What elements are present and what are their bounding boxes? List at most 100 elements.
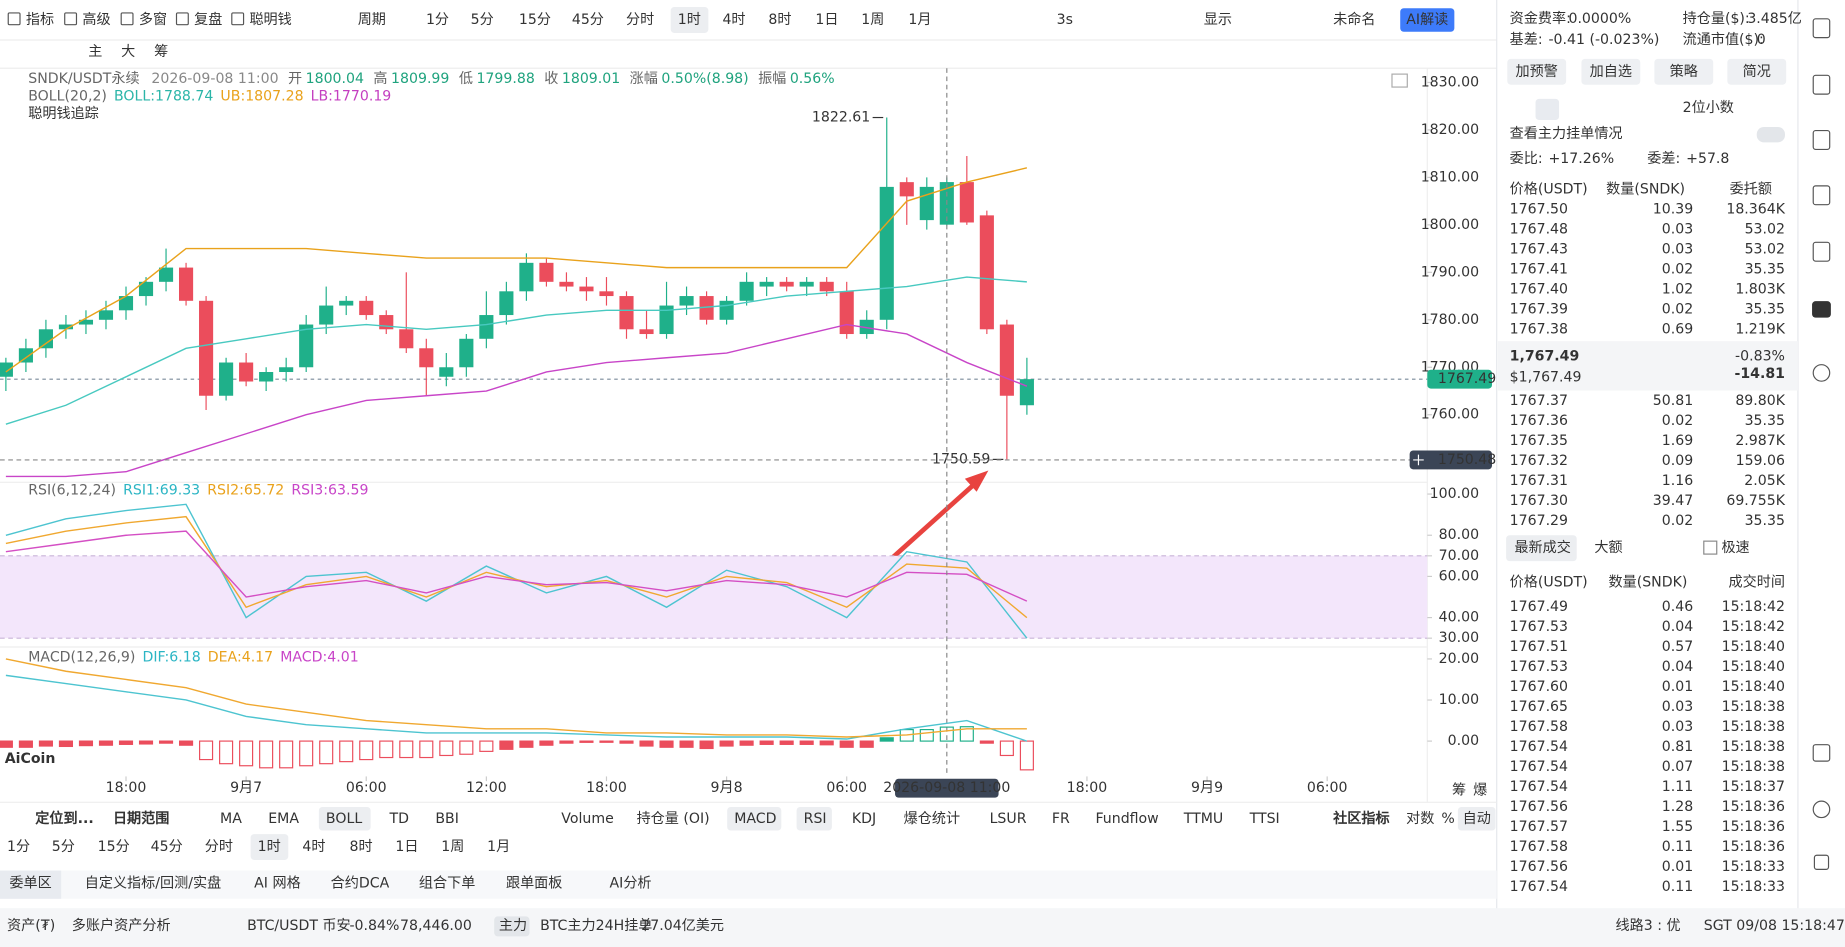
workspace-select[interactable]: 未命名 xyxy=(1333,11,1375,28)
locate-button[interactable]: 定位到... xyxy=(35,810,93,827)
main-indicator[interactable]: BOLL xyxy=(326,811,362,827)
toolbar-icon xyxy=(64,12,78,26)
tabs-bg xyxy=(0,870,1497,899)
icon[interactable] xyxy=(1812,800,1831,819)
interval-button[interactable]: 分时 xyxy=(626,12,654,28)
main-indicator[interactable]: BBI xyxy=(435,811,459,827)
fast-toggle[interactable]: 极速 xyxy=(1721,540,1749,556)
interval-button[interactable]: 4时 xyxy=(722,12,745,28)
sub-indicator[interactable]: LSUR xyxy=(990,811,1027,827)
checkbox[interactable] xyxy=(1703,540,1718,555)
amount: 18.364K xyxy=(1726,201,1785,217)
trade-tab[interactable]: 最新成交 xyxy=(1514,539,1570,556)
bottom-tab[interactable]: 自定义指标/回测/实盘 xyxy=(85,874,222,891)
icon[interactable] xyxy=(1812,744,1831,762)
toolbar-item[interactable]: 高级 xyxy=(82,11,110,28)
sub-indicator[interactable]: 爆仓统计 xyxy=(904,811,960,827)
axis-option[interactable]: 对数 xyxy=(1406,811,1434,827)
bottom-tab[interactable]: 跟单面板 xyxy=(506,875,562,891)
sub-indicator[interactable]: RSI xyxy=(804,811,827,827)
toggle[interactable] xyxy=(1756,127,1785,143)
sub-indicator[interactable]: 持仓量 (OI) xyxy=(637,811,710,827)
multi-account[interactable]: 多账户资产分析 xyxy=(72,917,171,934)
main-indicator[interactable]: EMA xyxy=(268,811,299,827)
main-indicator[interactable]: MA xyxy=(220,811,242,827)
amount: 2.05K xyxy=(1744,473,1785,489)
display-button[interactable]: 显示 xyxy=(1204,12,1232,28)
sub-indicator[interactable]: TTSI xyxy=(1249,811,1280,827)
ai-button[interactable]: AI解读 xyxy=(1406,11,1448,28)
icon[interactable] xyxy=(1812,364,1831,382)
panel-button[interactable]: 加预警 xyxy=(1516,64,1558,80)
sub-indicator[interactable]: MACD xyxy=(734,811,776,827)
icon[interactable] xyxy=(1812,18,1831,39)
interval-button[interactable]: 1时 xyxy=(258,839,281,855)
toolbar-item[interactable]: 复盘 xyxy=(194,11,222,28)
refresh-select[interactable]: 3s xyxy=(1057,12,1073,28)
sub-indicator[interactable]: TTMU xyxy=(1183,811,1224,827)
candle-body xyxy=(979,215,994,330)
macd-bar xyxy=(18,740,33,748)
interval-button[interactable]: 1分 xyxy=(426,12,449,28)
interval-button[interactable]: 15分 xyxy=(98,839,130,855)
sub-indicator[interactable]: Fundflow xyxy=(1095,811,1158,827)
amount: 159.06 xyxy=(1736,453,1785,469)
drawing-tool[interactable]: 大 xyxy=(121,44,135,60)
interval-button[interactable]: 5分 xyxy=(471,12,494,28)
sub-indicator[interactable]: KDJ xyxy=(852,811,876,827)
toolbar-item[interactable]: 聪明钱 xyxy=(249,12,291,28)
trade-time: 15:18:36 xyxy=(1722,839,1785,855)
icon[interactable] xyxy=(1813,854,1830,870)
interval-button[interactable]: 1周 xyxy=(861,12,884,28)
precision-select[interactable]: 2位小数 xyxy=(1683,100,1734,116)
interval-button[interactable]: 15分 xyxy=(519,12,551,28)
x-tick-label: 06:00 xyxy=(1307,780,1348,796)
axis-option[interactable]: 自动 xyxy=(1463,811,1491,827)
bottom-tab[interactable]: 组合下单 xyxy=(419,875,475,891)
toolbar-item[interactable]: 指标 xyxy=(26,12,54,28)
macd-line xyxy=(5,658,1027,738)
icon[interactable] xyxy=(1812,129,1831,150)
community-indicators[interactable]: 社区指标 xyxy=(1332,810,1389,827)
icon[interactable] xyxy=(1812,301,1831,318)
bottom-tab[interactable]: AI 网格 xyxy=(254,875,301,891)
interval-button[interactable]: 分时 xyxy=(205,839,233,855)
trade-tab[interactable]: 大额 xyxy=(1594,540,1622,556)
icon[interactable] xyxy=(1812,185,1831,206)
bottom-tab[interactable]: 委单区 xyxy=(9,875,51,891)
x-tick-label: 12:00 xyxy=(466,780,507,796)
depth-link[interactable]: 查看主力挂单情况 xyxy=(1510,126,1623,142)
panel-button[interactable]: 策略 xyxy=(1670,63,1698,80)
rsi-line xyxy=(5,515,1028,619)
icon[interactable] xyxy=(1812,74,1831,95)
bottom-tab[interactable]: AI分析 xyxy=(610,875,652,891)
interval-button[interactable]: 1时 xyxy=(678,12,701,28)
panel-button[interactable]: 简况 xyxy=(1743,63,1771,80)
drawing-tool[interactable]: 筹 xyxy=(154,43,168,60)
interval-button[interactable]: 8时 xyxy=(349,839,372,855)
interval-button[interactable]: 5分 xyxy=(52,839,75,855)
date-range-select[interactable]: 日期范围 xyxy=(113,810,169,827)
interval-button[interactable]: 1日 xyxy=(395,839,418,855)
interval-button[interactable]: 45分 xyxy=(151,839,183,855)
interval-button[interactable]: 1月 xyxy=(487,839,510,855)
bottom-tab[interactable]: 合约DCA xyxy=(331,875,390,891)
interval-button[interactable]: 4时 xyxy=(302,839,325,855)
interval-button[interactable]: 1月 xyxy=(908,12,931,28)
axis-option[interactable]: % xyxy=(1441,811,1454,827)
sub-indicator[interactable]: FR xyxy=(1052,811,1070,827)
interval-button[interactable]: 45分 xyxy=(572,12,604,28)
expand-icon[interactable] xyxy=(1391,73,1408,88)
candle-body xyxy=(459,338,474,368)
drawing-tool[interactable]: 主 xyxy=(88,44,102,60)
main-indicator[interactable]: TD xyxy=(388,811,409,827)
interval-button[interactable]: 1周 xyxy=(441,839,464,855)
panel-button[interactable]: 加自选 xyxy=(1590,64,1632,80)
toolbar-item[interactable]: 多窗 xyxy=(139,11,167,28)
interval-button[interactable]: 1日 xyxy=(815,12,838,28)
interval-button[interactable]: 1分 xyxy=(7,839,30,855)
period-select[interactable]: 周期 xyxy=(358,12,386,28)
sub-indicator[interactable]: Volume xyxy=(561,811,613,827)
interval-button[interactable]: 8时 xyxy=(768,12,791,28)
icon[interactable] xyxy=(1812,241,1831,262)
